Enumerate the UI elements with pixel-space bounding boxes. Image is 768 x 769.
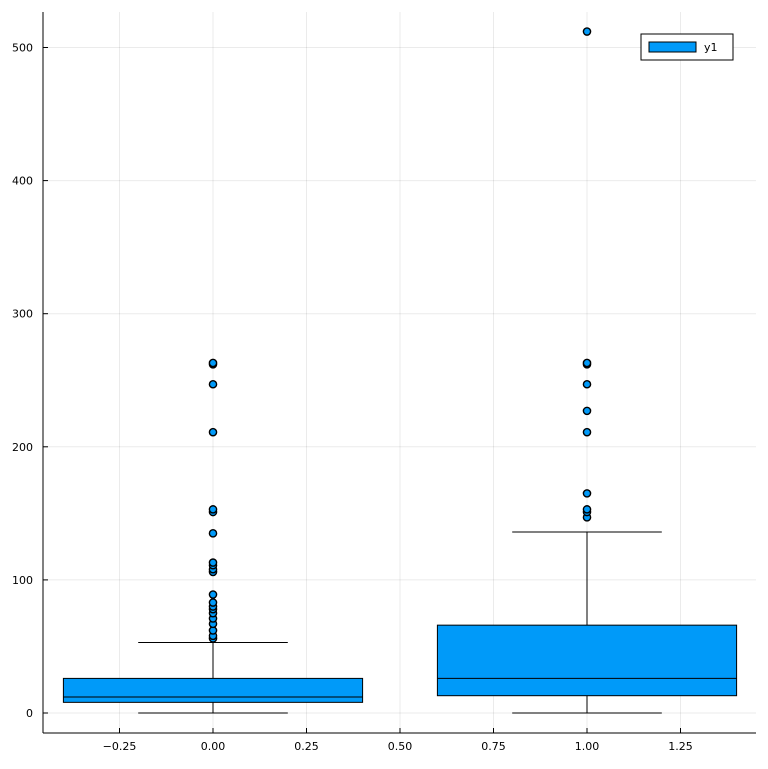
outlier-point-0-8 [208,598,218,607]
tick-label-layer: −0.25 0.00 0.25 0.50 0.75 1.00 1.25 0 100 200 300 4… [12,42,693,754]
legend-label-y1: y1 [704,41,718,54]
outlier-point-1-3 [582,489,592,498]
legend: y1 [640,33,734,61]
grid-layer [43,12,756,733]
y-tick-label-4: 400 [12,175,33,188]
y-tick-label-2: 200 [12,441,33,454]
outlier-point-0-13 [208,558,218,567]
y-tick-label-1: 100 [12,574,33,587]
outlier-point-0-20 [208,358,218,368]
outlier-point-0-14 [208,529,218,538]
box-group-1 [436,27,738,714]
x-tick-label-3: 0.50 [388,740,413,753]
x-tick-label-5: 1.00 [575,740,600,753]
outlier-point-1-6 [582,379,592,389]
box-layer [62,27,738,714]
legend-swatch-y1 [648,41,697,53]
outlier-point-1-9 [582,27,592,36]
x-tick-label-2: 0.25 [294,740,319,753]
outlier-point-1-5 [582,406,592,416]
x-tick-label-0: −0.25 [103,740,137,753]
x-tick-label-6: 1.25 [668,740,693,753]
outlier-point-0-9 [208,590,218,599]
axis-layer [42,12,756,734]
y-tick-label-0: 0 [26,707,33,720]
y-tick-label-5: 500 [12,42,33,55]
outlier-point-1-2 [582,505,592,514]
x-tick-label-4: 0.75 [481,740,506,753]
box-body-1 [436,624,738,697]
x-tick-label-1: 0.00 [201,740,226,753]
box-group-0 [62,358,364,714]
outlier-point-0-17 [208,427,218,437]
outlier-point-1-4 [582,427,592,437]
outlier-point-0-18 [208,379,218,389]
outlier-point-1-8 [582,358,592,368]
y-tick-label-3: 300 [12,308,33,321]
outlier-point-0-16 [208,505,218,514]
box-body-0 [62,677,364,703]
